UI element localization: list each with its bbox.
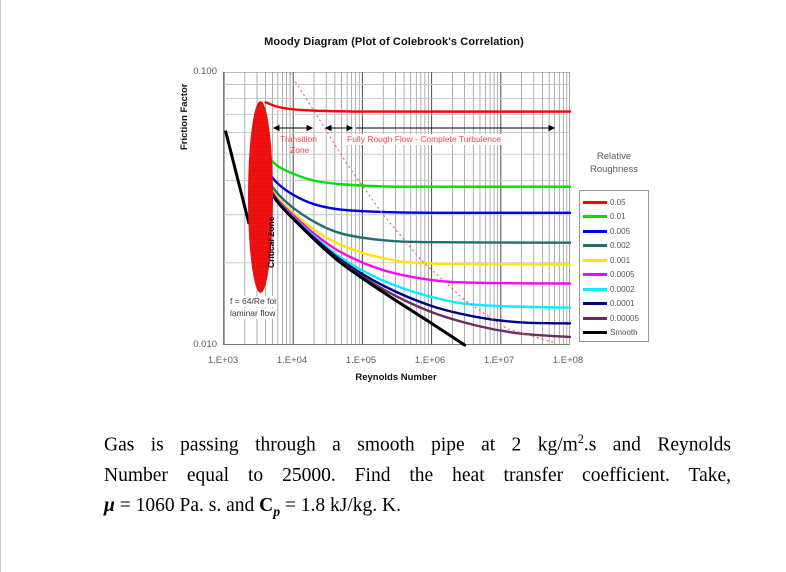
problem-line-1: Gas is passing through a smooth pipe at … bbox=[104, 424, 731, 461]
legend-item[interactable]: 0.0001 bbox=[583, 297, 645, 312]
legend-label: 0.001 bbox=[610, 255, 631, 265]
curve-0-005 bbox=[264, 168, 572, 215]
legend-item[interactable]: 0.0002 bbox=[583, 282, 645, 297]
complete-turbulence-boundary bbox=[289, 72, 555, 344]
curve-0-002 bbox=[264, 175, 572, 244]
laminar-flow-line bbox=[224, 130, 251, 225]
cp-subscript: p bbox=[273, 503, 281, 519]
legend-item[interactable]: 0.01 bbox=[583, 210, 645, 225]
legend-item[interactable]: 0.001 bbox=[583, 253, 645, 268]
legend-swatch bbox=[583, 258, 607, 262]
legend-swatch bbox=[583, 273, 607, 277]
x-tick-label-0: 1.E+03 bbox=[207, 355, 239, 366]
problem-statement: Gas is passing through a smooth pipe at … bbox=[104, 424, 731, 526]
curve-0-01 bbox=[264, 152, 572, 188]
legend-item[interactable]: 0.05 bbox=[583, 195, 645, 210]
legend-swatch bbox=[583, 229, 607, 233]
problem-line-3-b: = 1.8 kJ/kg. K. bbox=[280, 494, 401, 516]
x-tick-label-2: 1.E+05 bbox=[345, 355, 377, 366]
legend-swatch bbox=[583, 316, 607, 320]
legend-heading-line1: Relative bbox=[596, 151, 632, 162]
legend-label: Smooth bbox=[610, 328, 638, 338]
legend-item[interactable]: 0.005 bbox=[583, 224, 645, 239]
legend-swatch bbox=[583, 215, 607, 219]
legend-item[interactable]: 0.002 bbox=[583, 239, 645, 254]
legend-swatch bbox=[583, 287, 607, 291]
problem-line-3-a: = 1060 Pa. s. and bbox=[114, 494, 260, 516]
laminar-flow-note-line2: laminar flow bbox=[230, 308, 276, 319]
plot-area: Critical Zone Transition Zone bbox=[223, 72, 572, 347]
problem-line-1-superscript: 2 bbox=[577, 432, 584, 446]
problem-line-3: μ = 1060 Pa. s. and Cp = 1.8 kJ/kg. K. bbox=[104, 491, 731, 527]
laminar-flow-note-line1: f = 64/Re for bbox=[230, 296, 278, 307]
legend-label: 0.00005 bbox=[610, 313, 639, 323]
x-tick-label-4: 1.E+07 bbox=[483, 355, 515, 366]
fully-rough-flow-label: Fully Rough Flow - Complete Turbulence bbox=[346, 134, 503, 145]
moody-diagram-chart: Moody Diagram (Plot of Colebrook's Corre… bbox=[1, 0, 786, 400]
zone-arrows bbox=[272, 124, 556, 132]
problem-line-1-continued: .s and Reynolds bbox=[583, 434, 731, 456]
transition-zone-label-line1: Transition bbox=[280, 134, 318, 144]
y-axis-title: Friction Factor bbox=[179, 83, 190, 150]
legend-swatch bbox=[583, 302, 607, 306]
curve-0-05 bbox=[264, 101, 572, 113]
legend-label: 0.005 bbox=[610, 226, 631, 236]
transition-zone-label-line2: Zone bbox=[290, 145, 310, 155]
critical-zone-band bbox=[248, 101, 273, 293]
mu-symbol: μ bbox=[104, 494, 115, 516]
legend-label: 0.01 bbox=[610, 212, 626, 222]
problem-line-2: Number equal to 25000. Find the heat tra… bbox=[104, 464, 731, 486]
chart-title: Moody Diagram (Plot of Colebrook's Corre… bbox=[264, 36, 524, 48]
legend-heading-line2: Roughness bbox=[589, 164, 639, 175]
curve-0-001 bbox=[264, 179, 572, 266]
legend-item[interactable]: 0.00005 bbox=[583, 311, 645, 326]
legend-item[interactable]: 0.0005 bbox=[583, 268, 645, 283]
legend-label: 0.0002 bbox=[610, 284, 635, 294]
curve-lines bbox=[224, 72, 572, 347]
legend-swatch bbox=[583, 331, 607, 335]
x-tick-label-1: 1.E+04 bbox=[276, 355, 308, 366]
problem-line-1-text: Gas is passing through a smooth pipe at … bbox=[104, 434, 578, 456]
y-tick-label-bottom: 0.010 bbox=[193, 339, 217, 350]
legend-swatch bbox=[583, 244, 607, 248]
y-tick-label-top: 0.100 bbox=[193, 66, 217, 77]
legend-label: 0.002 bbox=[610, 241, 631, 251]
x-tick-label-5: 1.E+08 bbox=[552, 355, 584, 366]
x-axis-title: Reynolds Number bbox=[355, 372, 437, 383]
legend-swatch bbox=[583, 200, 607, 204]
legend-box: 0.05 0.01 0.005 0.002 0.001 0.0005 0.0002 0.000… bbox=[579, 190, 649, 342]
legend-label: 0.05 bbox=[610, 197, 626, 207]
legend-heading: Relative Roughness bbox=[573, 150, 655, 176]
x-tick-label-3: 1.E+06 bbox=[414, 355, 446, 366]
legend-label: 0.0001 bbox=[610, 299, 635, 309]
legend-label: 0.0005 bbox=[610, 270, 635, 280]
legend-item[interactable]: Smooth bbox=[583, 326, 645, 341]
curve-Smooth bbox=[264, 182, 467, 347]
cp-symbol: C bbox=[259, 494, 274, 516]
